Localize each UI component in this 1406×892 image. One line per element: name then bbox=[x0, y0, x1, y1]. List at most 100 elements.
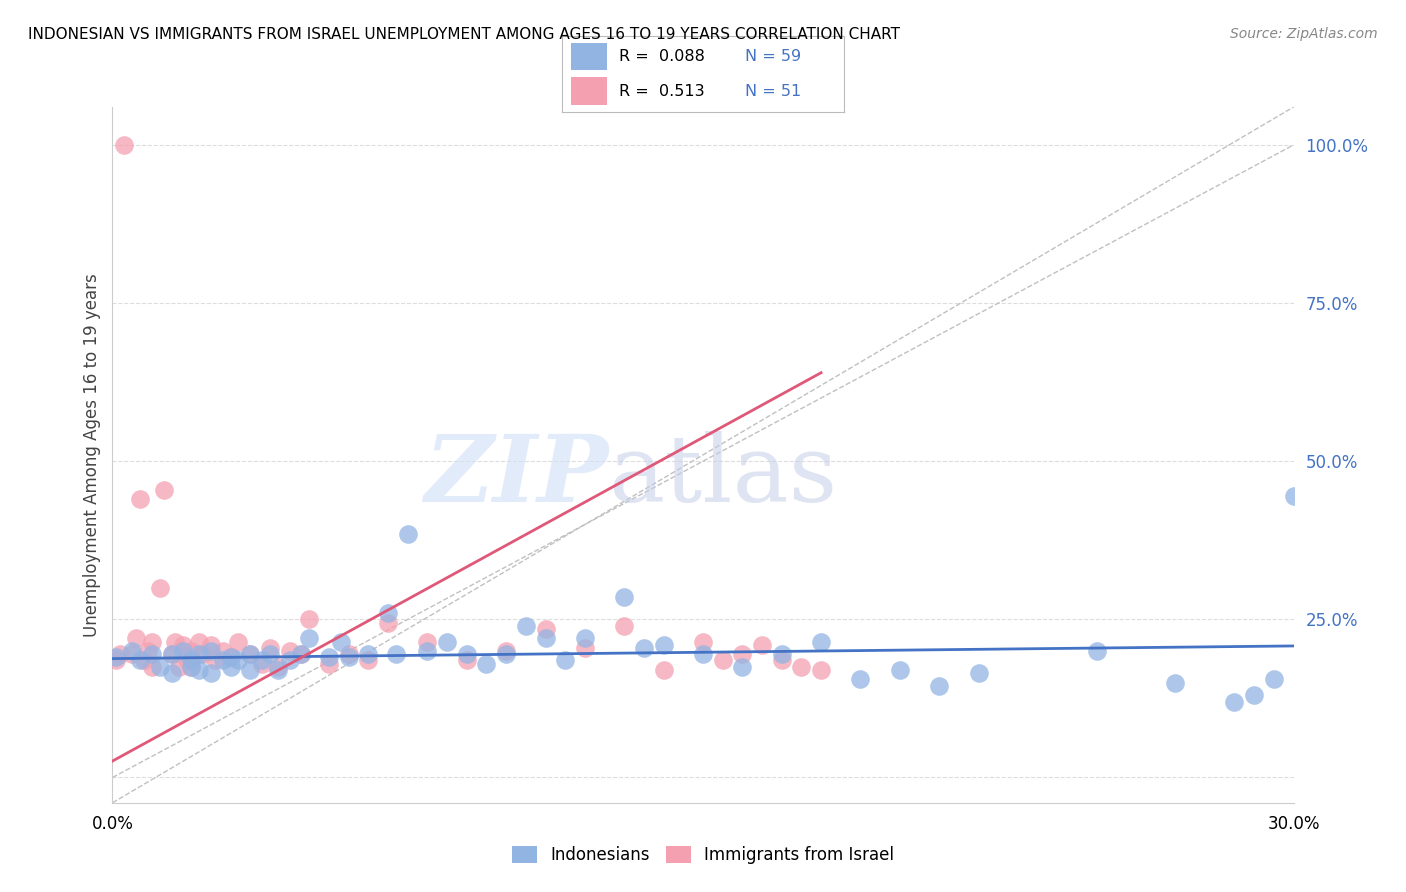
Point bbox=[121, 644, 143, 658]
Point bbox=[889, 663, 911, 677]
Point bbox=[152, 483, 174, 497]
Point bbox=[176, 653, 198, 667]
Point bbox=[574, 640, 596, 655]
Point bbox=[633, 640, 655, 655]
Point bbox=[377, 606, 399, 620]
Text: N = 51: N = 51 bbox=[745, 84, 801, 98]
Point bbox=[770, 653, 793, 667]
Point bbox=[125, 632, 148, 646]
Point bbox=[1223, 695, 1246, 709]
Point bbox=[267, 663, 290, 677]
Point bbox=[416, 644, 439, 658]
FancyBboxPatch shape bbox=[571, 78, 607, 104]
Point bbox=[188, 663, 211, 677]
Point bbox=[1263, 673, 1285, 687]
Point bbox=[110, 647, 132, 661]
Point bbox=[357, 653, 380, 667]
Point bbox=[239, 647, 262, 661]
Point bbox=[112, 138, 135, 153]
Point bbox=[211, 653, 233, 667]
Point bbox=[259, 640, 281, 655]
Text: INDONESIAN VS IMMIGRANTS FROM ISRAEL UNEMPLOYMENT AMONG AGES 16 TO 19 YEARS CORR: INDONESIAN VS IMMIGRANTS FROM ISRAEL UNE… bbox=[28, 27, 900, 42]
Point bbox=[188, 634, 211, 648]
Point bbox=[239, 647, 262, 661]
Point bbox=[180, 660, 202, 674]
Point bbox=[211, 644, 233, 658]
Point bbox=[180, 644, 202, 658]
Point bbox=[534, 622, 557, 636]
Point bbox=[751, 638, 773, 652]
Point bbox=[200, 638, 222, 652]
Point bbox=[495, 647, 517, 661]
Point bbox=[385, 647, 408, 661]
Point bbox=[165, 634, 187, 648]
Point bbox=[278, 644, 301, 658]
Point bbox=[770, 647, 793, 661]
Text: R =  0.513: R = 0.513 bbox=[619, 84, 704, 98]
Point bbox=[141, 634, 163, 648]
Point bbox=[298, 612, 321, 626]
Point bbox=[613, 591, 636, 605]
Point bbox=[967, 666, 990, 681]
Point bbox=[810, 634, 832, 648]
Point bbox=[250, 653, 273, 667]
Point bbox=[456, 647, 478, 661]
Point bbox=[1243, 688, 1265, 702]
Point bbox=[357, 647, 380, 661]
Y-axis label: Unemployment Among Ages 16 to 19 years: Unemployment Among Ages 16 to 19 years bbox=[83, 273, 101, 637]
Point bbox=[436, 634, 458, 648]
Point bbox=[377, 615, 399, 630]
Point bbox=[849, 673, 872, 687]
Point bbox=[259, 647, 281, 661]
Point bbox=[298, 632, 321, 646]
Text: atlas: atlas bbox=[609, 431, 838, 521]
Point bbox=[172, 638, 194, 652]
Point bbox=[613, 618, 636, 632]
Point bbox=[692, 647, 714, 661]
Point bbox=[475, 657, 498, 671]
Point bbox=[318, 657, 340, 671]
Point bbox=[219, 650, 242, 665]
Point bbox=[200, 644, 222, 658]
Point bbox=[250, 657, 273, 671]
Point bbox=[160, 647, 183, 661]
Point bbox=[1282, 489, 1305, 503]
Point bbox=[149, 660, 172, 674]
Point bbox=[188, 647, 211, 661]
Point bbox=[105, 650, 128, 665]
Point bbox=[160, 647, 183, 661]
Point bbox=[337, 650, 360, 665]
Point bbox=[219, 660, 242, 674]
Point bbox=[121, 647, 143, 661]
Point bbox=[574, 632, 596, 646]
Point bbox=[1085, 644, 1108, 658]
FancyBboxPatch shape bbox=[571, 43, 607, 70]
Point bbox=[1164, 675, 1187, 690]
Point bbox=[180, 653, 202, 667]
Point bbox=[105, 653, 128, 667]
Point bbox=[200, 666, 222, 681]
Point bbox=[191, 647, 214, 661]
Text: N = 59: N = 59 bbox=[745, 49, 801, 63]
Text: Source: ZipAtlas.com: Source: ZipAtlas.com bbox=[1230, 27, 1378, 41]
Point bbox=[149, 581, 172, 595]
Point bbox=[329, 634, 352, 648]
Point bbox=[731, 660, 754, 674]
Point bbox=[228, 634, 250, 648]
Point bbox=[290, 647, 312, 661]
Point bbox=[396, 527, 419, 541]
Point bbox=[495, 644, 517, 658]
Point bbox=[290, 647, 312, 661]
Point bbox=[228, 653, 250, 667]
Text: R =  0.088: R = 0.088 bbox=[619, 49, 704, 63]
Point bbox=[318, 650, 340, 665]
Point bbox=[337, 647, 360, 661]
Point bbox=[141, 647, 163, 661]
Text: ZIP: ZIP bbox=[425, 431, 609, 521]
Point bbox=[692, 634, 714, 648]
Point bbox=[534, 632, 557, 646]
Point bbox=[129, 653, 152, 667]
Legend: Indonesians, Immigrants from Israel: Indonesians, Immigrants from Israel bbox=[512, 846, 894, 864]
Point bbox=[416, 634, 439, 648]
Point bbox=[652, 663, 675, 677]
